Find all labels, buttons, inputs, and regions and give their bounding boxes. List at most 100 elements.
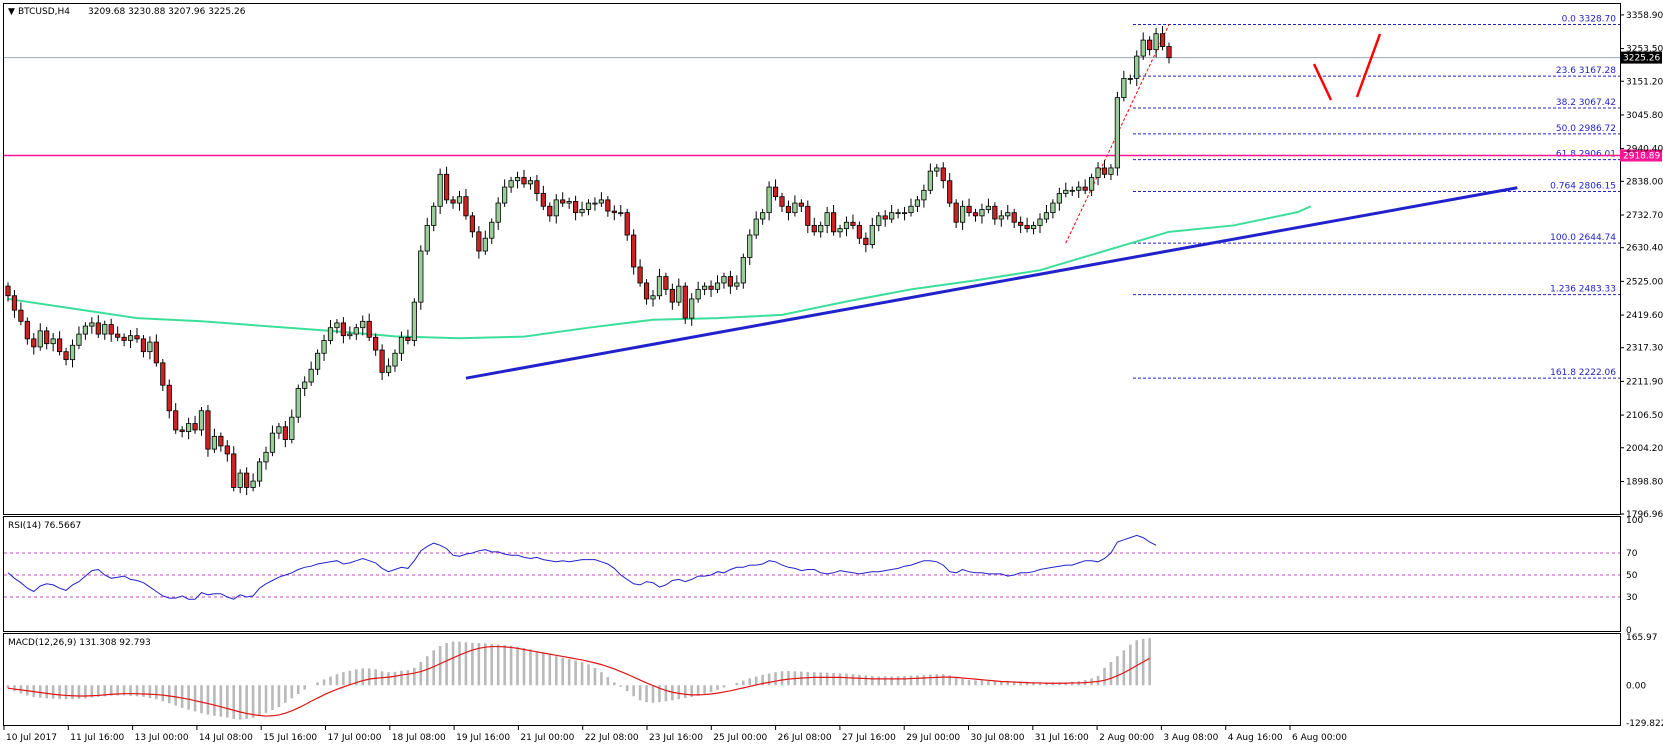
bearish-candle xyxy=(282,426,288,440)
price-tick-label: 2317.30 xyxy=(1626,344,1663,354)
bullish-candle xyxy=(385,365,392,373)
bullish-candle xyxy=(760,212,766,220)
bullish-candle xyxy=(424,225,430,252)
bullish-candle xyxy=(876,215,882,226)
time-tick-label: 19 Jul 16:00 xyxy=(456,733,510,743)
bearish-candle xyxy=(850,221,856,226)
bullish-candle xyxy=(1063,189,1069,194)
bullish-candle xyxy=(1056,193,1062,204)
bearish-candle xyxy=(805,205,811,226)
bullish-candle xyxy=(837,228,843,233)
support-trendline xyxy=(465,186,1518,380)
bullish-candle xyxy=(289,416,295,440)
bullish-candle xyxy=(1069,189,1075,192)
bullish-candle xyxy=(269,432,276,453)
bullish-candle xyxy=(347,333,353,337)
price-tick-label: 3358.90 xyxy=(1626,11,1663,21)
bullish-candle xyxy=(734,282,740,287)
bearish-candle xyxy=(1082,186,1088,191)
resistance-price-label: 2918.89 xyxy=(1623,151,1660,161)
bullish-candle xyxy=(256,461,263,482)
bearish-candle xyxy=(831,212,837,233)
bearish-candle xyxy=(379,349,385,373)
bullish-candle xyxy=(889,212,895,220)
bearish-candle xyxy=(779,196,785,207)
bearish-candle xyxy=(624,212,630,236)
bearish-candle xyxy=(469,215,476,233)
bearish-candle xyxy=(798,202,804,207)
bullish-candle xyxy=(211,435,217,450)
bearish-candle xyxy=(366,320,372,338)
bearish-candle xyxy=(231,453,237,488)
time-tick-label: 26 Jul 08:00 xyxy=(778,733,832,743)
bullish-candle xyxy=(495,202,501,223)
bearish-candle xyxy=(1159,33,1166,47)
bearish-candle xyxy=(44,330,50,345)
bullish-candle xyxy=(1037,218,1043,226)
bearish-candle xyxy=(856,225,863,239)
time-axis: 10 Jul 2017 11 Jul 16:00 13 Jul 00:00 14 Ju… xyxy=(3,726,1347,743)
bearish-candle xyxy=(160,362,166,386)
bullish-candle xyxy=(921,189,927,201)
time-tick-label: 17 Jul 00:00 xyxy=(328,733,382,743)
bullish-candle xyxy=(250,480,256,488)
bearish-candle xyxy=(450,199,456,204)
macd-tick-label: 0.00 xyxy=(1626,681,1646,691)
bullish-candle xyxy=(792,202,798,214)
time-tick-label: 14 Jul 08:00 xyxy=(199,733,253,743)
bullish-candle xyxy=(618,212,624,215)
rsi-panel-border xyxy=(3,516,1621,632)
price-tick-label: 1796.96 xyxy=(1626,510,1663,520)
bearish-candle xyxy=(443,173,450,201)
bullish-candle xyxy=(185,423,192,432)
bearish-candle xyxy=(682,285,688,319)
price-tick-label: 2630.40 xyxy=(1626,244,1663,254)
time-tick-label: 25 Jul 00:00 xyxy=(713,733,767,743)
bullish-candle xyxy=(650,295,656,300)
rsi-curve xyxy=(7,534,1157,600)
bullish-candle xyxy=(514,177,521,182)
rsi-tick-label: 50 xyxy=(1626,571,1638,581)
bullish-candle xyxy=(598,199,605,204)
bearish-candle xyxy=(140,338,147,353)
bearish-candle xyxy=(1147,39,1153,51)
bearish-candle xyxy=(611,210,617,214)
bullish-candle xyxy=(998,215,1004,220)
bearish-candle xyxy=(18,309,24,322)
bearish-candle xyxy=(727,276,734,287)
price-tick-label: 2211.90 xyxy=(1626,377,1663,387)
bullish-candle xyxy=(127,335,134,341)
bullish-candle xyxy=(102,324,108,335)
time-tick-label: 6 Aug 00:00 xyxy=(1292,733,1347,743)
bearish-candle xyxy=(205,410,211,450)
bearish-candle xyxy=(463,196,469,217)
bullish-candle xyxy=(979,209,985,217)
bullish-candle xyxy=(818,225,824,233)
macd-tick-label: 165.97 xyxy=(1626,633,1658,643)
bullish-candle xyxy=(321,340,327,354)
bullish-candle xyxy=(276,426,282,434)
bullish-candle xyxy=(398,336,405,354)
bullish-candle xyxy=(656,276,663,297)
bearish-candle xyxy=(1101,167,1108,175)
rsi-tick-label: 0 xyxy=(1626,626,1632,636)
price-tick-label: 2525.00 xyxy=(1626,277,1663,287)
bearish-candle xyxy=(534,180,540,194)
main-panel-border xyxy=(3,3,1621,515)
last-price-label: 3225.26 xyxy=(1623,54,1660,64)
price-tick-label: 3253.50 xyxy=(1626,45,1663,55)
bullish-candle xyxy=(314,352,321,370)
bearish-candle xyxy=(547,205,553,217)
price-tick-label: 2838.00 xyxy=(1626,177,1663,187)
bearish-candle xyxy=(173,410,179,431)
bearish-candle xyxy=(1018,221,1024,226)
fib-level-label: 0.0 3328.70 xyxy=(1562,15,1617,25)
bearish-candle xyxy=(863,237,869,246)
bearish-candle xyxy=(224,445,230,455)
bullish-candle xyxy=(695,288,701,300)
price-tick-label: 2004.20 xyxy=(1626,444,1663,454)
symbol-dropdown-icon[interactable]: ▼ xyxy=(8,7,15,17)
bearish-candle xyxy=(405,336,411,341)
bearish-candle xyxy=(605,199,611,212)
bearish-candle xyxy=(708,285,714,290)
